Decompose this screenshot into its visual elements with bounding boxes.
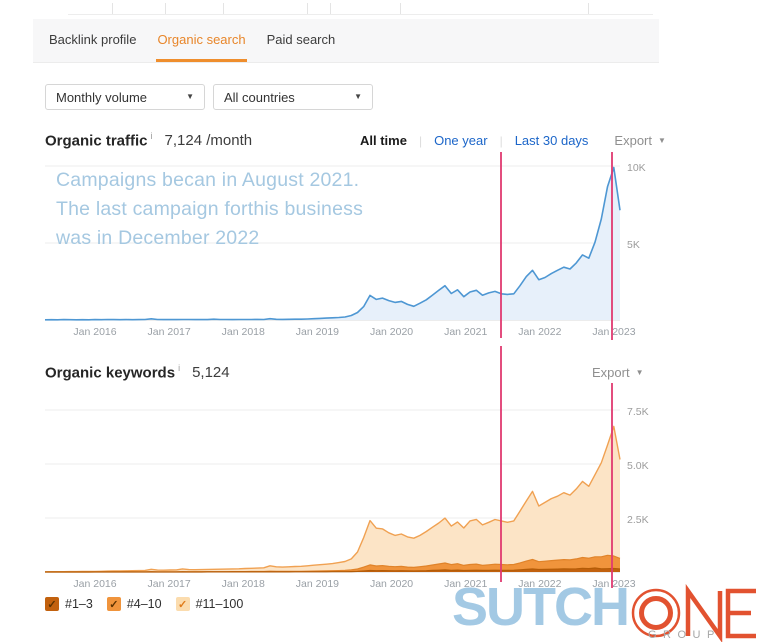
traffic-export-button[interactable]: Export ▼ [614, 133, 666, 148]
campaign-start-marker-line [500, 346, 502, 582]
chart-path [45, 555, 620, 572]
organic-keywords-value: 5,124 [192, 364, 230, 382]
logo-one-mark [631, 584, 756, 642]
logo-n-letter [685, 584, 723, 642]
organic-traffic-value: 7,124 /month [164, 132, 253, 150]
x-axis-label: Jan 2021 [444, 578, 488, 590]
x-axis-label: Jan 2016 [73, 578, 117, 590]
top-tick [400, 3, 401, 14]
annotation-line: The last campaign forthis business [56, 198, 364, 220]
range-last-30-days[interactable]: Last 30 days [514, 133, 589, 148]
chart-path [45, 568, 620, 572]
range-divider: | [499, 133, 503, 148]
top-tick [165, 3, 166, 14]
chevron-down-icon: ▼ [354, 92, 362, 101]
tab-backlink-profile[interactable]: Backlink profile [49, 31, 137, 47]
countries-dropdown[interactable]: All countries ▼ [213, 84, 373, 110]
range-one-year[interactable]: One year [434, 133, 488, 148]
legend-checkbox[interactable]: ✓ [45, 597, 59, 611]
x-axis-label: Jan 2018 [221, 578, 265, 590]
x-axis-label: Jan 2017 [147, 326, 191, 338]
organic-traffic-title: Organic traffic [45, 132, 148, 150]
x-axis-label: Jan 2023 [592, 326, 636, 338]
logo-o-inner-ring [639, 596, 673, 630]
tab-paid-search[interactable]: Paid search [266, 31, 336, 47]
x-axis-label: Jan 2016 [73, 326, 117, 338]
top-tick [112, 3, 113, 14]
chevron-down-icon: ▼ [186, 92, 194, 101]
y-axis-label: 5.0K [627, 460, 649, 472]
legend-checkbox[interactable]: ✓ [106, 597, 121, 611]
organic-keywords-chart[interactable] [0, 390, 768, 590]
y-axis-label: 2.5K [627, 514, 649, 526]
legend-label: #4–10 [126, 597, 162, 611]
campaign-annotation: Campaigns becan in August 2021. The last… [56, 166, 436, 253]
legend-label: #11–100 [195, 597, 244, 611]
chevron-down-icon: ▼ [635, 367, 644, 377]
logo-sutch-text: SUTCH [452, 577, 630, 637]
export-label: Export [592, 365, 630, 380]
x-axis-label: Jan 2018 [221, 326, 265, 338]
organic-keywords-header: Organic keywords i 5,124 [45, 363, 230, 382]
logo-group-text: GROUP [648, 629, 721, 641]
keywords-export-button[interactable]: Export ▼ [592, 365, 644, 380]
export-label: Export [614, 133, 652, 148]
chevron-down-icon: ▼ [658, 135, 666, 145]
chart-path [44, 166, 621, 321]
annotation-line: was in December 2022 [56, 227, 260, 249]
time-range-selector: All time | One year | Last 30 days Expor… [360, 133, 666, 148]
x-axis-label: Jan 2019 [295, 326, 340, 338]
top-tick [223, 3, 224, 14]
x-axis-label: Jan 2020 [369, 578, 414, 590]
keywords-legend: ✓ #1–3 ✓ #4–10 ✓ #11–100 [45, 597, 243, 611]
x-axis-label: Jan 2019 [295, 578, 340, 590]
y-axis-label: 7.5K [627, 406, 649, 418]
y-axis-label: 10K [627, 162, 646, 174]
organic-keywords-title: Organic keywords [45, 364, 176, 382]
range-all-time[interactable]: All time [360, 133, 407, 148]
x-axis-label: Jan 2023 [592, 578, 636, 590]
chart-path [45, 567, 621, 573]
x-axis-label: Jan 2021 [444, 326, 488, 338]
monthly-volume-dropdown[interactable]: Monthly volume ▼ [45, 84, 205, 110]
annotation-line: Campaigns becan in August 2021. [56, 169, 360, 191]
sutch-one-logo: SUTCH GROUP [452, 577, 768, 642]
legend-label: #1–3 [65, 597, 93, 611]
top-tick [330, 3, 331, 14]
tab-organic-search[interactable]: Organic search [156, 19, 247, 62]
countries-value: All countries [224, 89, 295, 105]
info-icon[interactable]: i [178, 363, 181, 373]
info-icon[interactable]: i [150, 131, 153, 141]
x-axis-label: Jan 2022 [518, 578, 562, 590]
section-tabbar: Backlink profile Organic search Paid sea… [33, 19, 659, 63]
legend-item--1-3[interactable]: ✓ #1–3 [45, 597, 93, 611]
chart-path [44, 425, 621, 573]
organic-traffic-header: Organic traffic i 7,124 /month [45, 131, 252, 150]
last-campaign-marker-line [611, 152, 613, 340]
chart-path [45, 426, 620, 572]
legend-checkbox[interactable]: ✓ [175, 597, 190, 611]
top-tick [588, 3, 589, 14]
last-campaign-marker-line [611, 383, 613, 588]
top-tick [307, 3, 308, 14]
logo-o-outer-ring [631, 588, 681, 638]
campaign-start-marker-line [500, 152, 502, 338]
x-axis-label: Jan 2017 [147, 578, 191, 590]
range-divider: | [418, 133, 423, 148]
logo-e-letter [725, 588, 756, 639]
top-divider [68, 14, 653, 15]
monthly-volume-value: Monthly volume [56, 89, 148, 105]
organic-traffic-chart[interactable] [0, 150, 768, 345]
x-axis-label: Jan 2020 [369, 326, 414, 338]
x-axis-label: Jan 2022 [518, 326, 562, 338]
y-axis-label: 5K [627, 239, 640, 251]
chart-path [45, 167, 620, 320]
legend-item--4-10[interactable]: ✓ #4–10 [106, 597, 162, 611]
legend-item--11-100[interactable]: ✓ #11–100 [175, 597, 244, 611]
keywords-export: Export ▼ [592, 365, 644, 380]
